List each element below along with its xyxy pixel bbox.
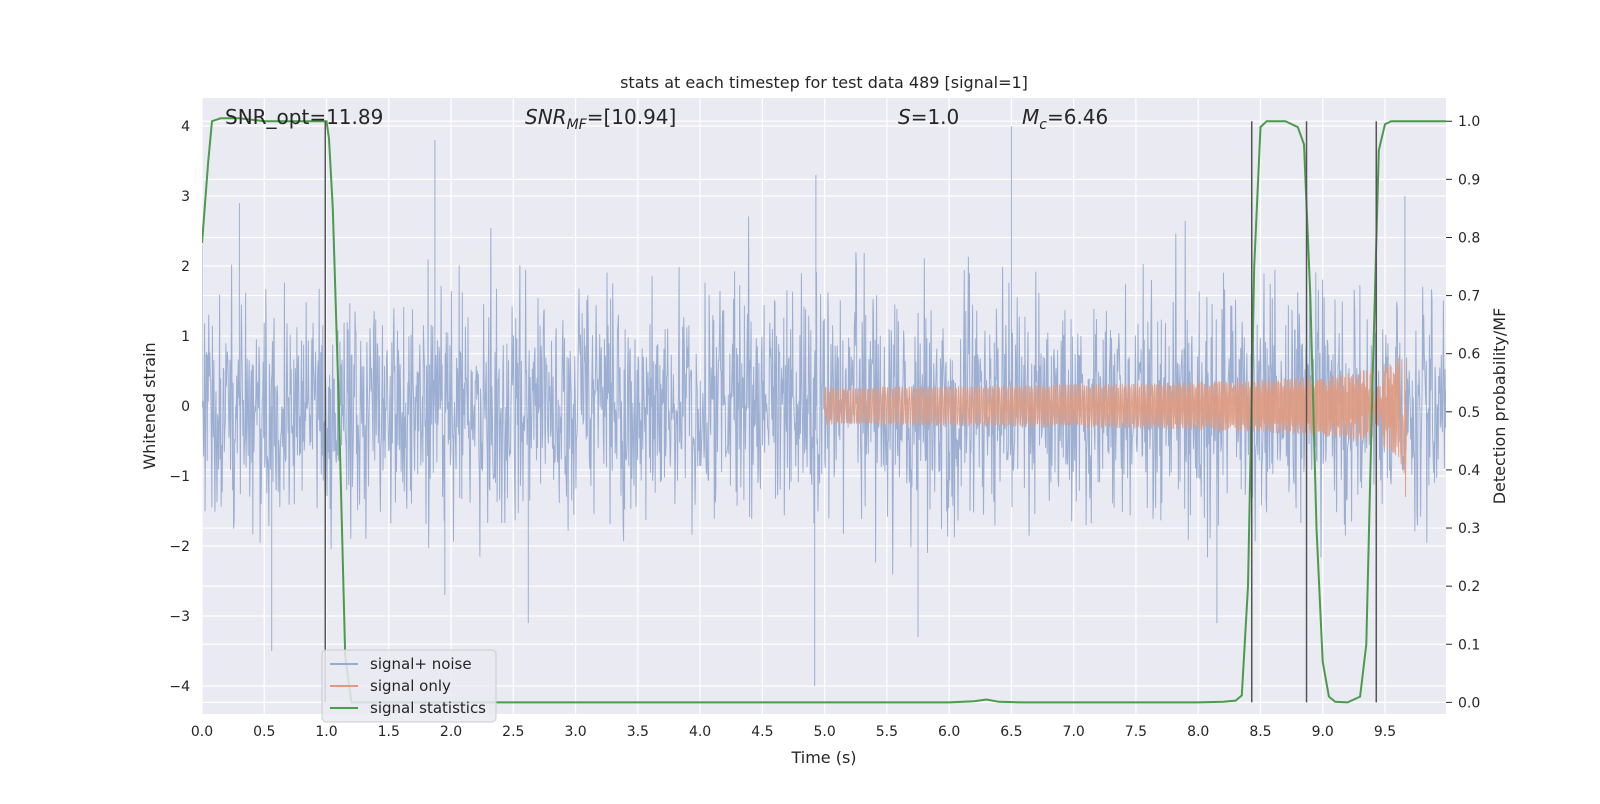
x-tick-label: 6.5 — [1000, 724, 1022, 740]
x-tick-label: 7.0 — [1063, 724, 1085, 740]
y-tick-label: 0 — [181, 399, 190, 415]
data-layer — [202, 117, 1446, 704]
x-tick-label: 3.0 — [564, 724, 586, 740]
y-tick-label-right: 0.9 — [1458, 172, 1480, 188]
legend-box — [321, 649, 497, 723]
marker-layer — [324, 121, 1378, 703]
annotation-snr-opt: SNR_opt=11.89 — [225, 105, 383, 129]
x-tick-label: 4.0 — [689, 724, 711, 740]
x-tick-label: 9.5 — [1374, 724, 1396, 740]
y-tick-label: 4 — [181, 119, 190, 135]
legend-label-signal-statistics: signal statistics — [370, 699, 486, 717]
annotation-snr-mf: SNRMF=[10.94] — [525, 105, 676, 133]
annotation-s-value: =1.0 — [911, 105, 960, 129]
x-tick-label: 1.5 — [378, 724, 400, 740]
x-tick-label: 0.5 — [253, 724, 275, 740]
y-tick-label-right: 0.1 — [1458, 637, 1480, 653]
x-tick-label: 7.5 — [1125, 724, 1147, 740]
y-tick-label: −2 — [169, 539, 190, 555]
y-tick-label-right: 0.7 — [1458, 289, 1480, 305]
series-signal-only — [824, 354, 1407, 498]
y-axis-label: Whitened strain — [140, 342, 159, 469]
series-signal-statistics — [202, 117, 1446, 704]
y-tick-label: −4 — [169, 679, 190, 695]
y-tick-label-right: 0.4 — [1458, 463, 1480, 479]
x-axis-label: Time (s) — [790, 748, 856, 767]
y-tick-label-right: 1.0 — [1458, 114, 1480, 130]
x-tick-label: 8.5 — [1249, 724, 1271, 740]
annotation-mc-symbol: M — [1022, 105, 1039, 129]
y-tick-label: −1 — [169, 469, 190, 485]
annotation-s: S=1.0 — [898, 105, 959, 129]
y-tick-label-right: 0.8 — [1458, 230, 1480, 246]
x-tick-label: 5.5 — [876, 724, 898, 740]
legend-label-signal-noise: signal+ noise — [370, 655, 472, 673]
y-axis-label-right: Detection probability/MF — [1490, 308, 1509, 505]
y-tick-label-right: 0.5 — [1458, 405, 1480, 421]
y-tick-label: −3 — [169, 609, 190, 625]
x-tick-label: 2.5 — [502, 724, 524, 740]
y-tick-label: 1 — [181, 329, 190, 345]
y-tick-label: 3 — [181, 189, 190, 205]
y-tick-labels-right: 0.0 0.1 0.2 0.3 0.4 0.5 0.6 0.7 0.8 0.9 1.0 — [1446, 114, 1480, 711]
y-tick-label-right: 0.2 — [1458, 579, 1480, 595]
y-tick-label-right: 0.0 — [1458, 695, 1480, 711]
annotation-snr-mf-symbol: SNR — [525, 105, 567, 129]
x-tick-label: 5.0 — [813, 724, 835, 740]
x-tick-label: 6.0 — [938, 724, 960, 740]
y-tick-label: 2 — [181, 259, 190, 275]
x-tick-label: 1.0 — [315, 724, 337, 740]
y-tick-labels: −4 −3 −2 −1 0 1 2 3 4 — [169, 119, 190, 695]
annotation-s-symbol: S — [898, 105, 911, 129]
annotation-snr-mf-value: =[10.94] — [587, 105, 677, 129]
x-tick-label: 4.5 — [751, 724, 773, 740]
annotation-snr-mf-subscript: MF — [567, 117, 588, 133]
x-tick-labels: 0.0 0.5 1.0 1.5 2.0 2.5 3.0 3.5 4.0 4.5 5.0 5.5 6.0 6… — [191, 724, 1396, 740]
x-tick-label: 9.0 — [1312, 724, 1334, 740]
y-tick-label-right: 0.6 — [1458, 347, 1480, 363]
series-signal-noise — [202, 126, 1446, 686]
y-tick-label-right: 0.3 — [1458, 521, 1480, 537]
legend-label-signal-only: signal only — [370, 677, 451, 695]
annotation-mc-value: =6.46 — [1047, 105, 1108, 129]
x-tick-label: 8.0 — [1187, 724, 1209, 740]
legend: signal+ noise signal only signal statist… — [321, 649, 497, 723]
x-tick-label: 3.5 — [627, 724, 649, 740]
annotation-mc: Mc=6.46 — [1022, 105, 1108, 133]
x-tick-label: 2.0 — [440, 724, 462, 740]
x-tick-label: 0.0 — [191, 724, 213, 740]
chart-title: stats at each timestep for test data 489… — [620, 73, 1028, 92]
annotation-mc-subscript: c — [1039, 117, 1047, 133]
